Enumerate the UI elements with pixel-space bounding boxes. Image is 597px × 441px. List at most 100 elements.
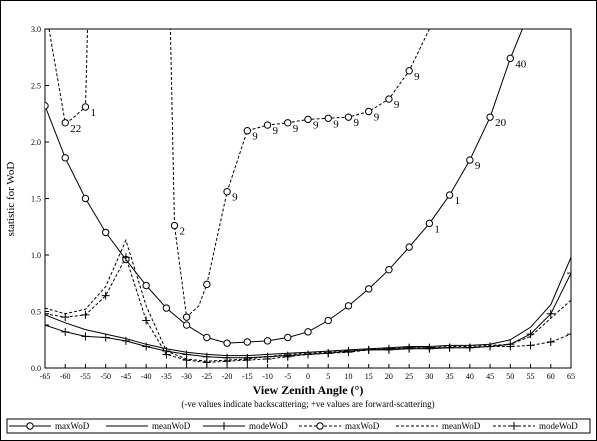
x-tick-label: 60 (547, 372, 555, 381)
data-point (506, 342, 515, 351)
x-tick-label: 15 (365, 372, 373, 381)
point-annotation: 2 (179, 226, 185, 238)
x-tick-label: -20 (222, 372, 233, 381)
data-point (45, 321, 49, 330)
x-tick-label: -60 (60, 372, 71, 381)
y-tick-label: 2.5 (31, 82, 41, 91)
legend-item: modeWoD (493, 421, 578, 431)
x-tick-label: -10 (262, 372, 273, 381)
data-point (142, 281, 150, 290)
x-tick-label: -5 (284, 372, 291, 381)
data-point (344, 348, 353, 357)
data-point (324, 349, 333, 358)
data-point (526, 341, 535, 350)
data-point (243, 338, 252, 346)
series-modeWoD-dashed (45, 253, 571, 367)
data-point (546, 309, 555, 318)
x-tick-label: 5 (326, 372, 330, 381)
data-point (101, 333, 110, 342)
data-point (510, 422, 518, 430)
data-point (284, 333, 292, 342)
data-point (220, 422, 228, 430)
x-tick-label: -25 (202, 372, 213, 381)
data-point (425, 343, 434, 352)
x-tick-label: -35 (161, 372, 172, 381)
data-point (203, 333, 211, 342)
y-tick-label: 1.0 (31, 251, 41, 260)
legend-label: meanWoD (442, 421, 481, 431)
data-point (263, 354, 272, 363)
data-point (344, 302, 353, 310)
data-point (162, 350, 171, 359)
series-line (45, 29, 523, 344)
data-point (61, 154, 69, 162)
legend-label: maxWoD (55, 421, 90, 431)
data-point (324, 316, 332, 325)
point-annotation: 9 (293, 123, 299, 135)
data-point (61, 313, 70, 322)
data-point (182, 356, 191, 365)
x-tick-label: 25 (405, 372, 413, 381)
legend: maxWoD meanWoD modeWoD maxWoD meanWoD modeWoD (6, 418, 591, 434)
data-point (385, 95, 393, 103)
data-point (170, 221, 179, 230)
data-point (182, 313, 191, 321)
series-line (48, 29, 430, 319)
point-annotation: 40 (515, 58, 527, 70)
data-point (203, 280, 211, 289)
series-line (45, 272, 571, 359)
data-point (182, 321, 191, 329)
legend-label: meanWoD (152, 421, 191, 431)
x-tick-label: 50 (506, 372, 514, 381)
legend-box (6, 418, 591, 434)
data-point (465, 343, 474, 352)
x-tick-label: -65 (40, 372, 51, 381)
x-tick-label: 65 (567, 372, 575, 381)
data-point (101, 291, 110, 300)
data-point (162, 304, 171, 312)
x-tick-label: 55 (527, 372, 535, 381)
point-annotation: 9 (232, 192, 238, 204)
x-tick-label: 20 (385, 372, 393, 381)
y-tick-label: 1.5 (31, 195, 41, 204)
point-annotation: 9 (394, 99, 400, 111)
y-axis-label: statistic for WoD (5, 162, 17, 237)
data-point (283, 352, 292, 361)
data-point (223, 188, 231, 196)
data-point (324, 114, 332, 122)
legend-label: maxWoD (345, 421, 380, 431)
point-annotation: 9 (252, 131, 258, 143)
series-line (45, 238, 571, 362)
data-point (385, 265, 393, 274)
data-point (45, 309, 49, 318)
x-tick-label: 35 (446, 372, 454, 381)
data-point (567, 269, 571, 278)
x-tick-label: -15 (242, 372, 253, 381)
data-point (567, 330, 571, 339)
point-annotation: 22 (70, 123, 81, 135)
data-point (364, 345, 373, 354)
point-annotation: 9 (374, 111, 380, 123)
legend-item: modeWoD (203, 421, 288, 431)
data-point (121, 253, 130, 262)
point-annotation: 1 (434, 223, 440, 235)
data-point (384, 344, 393, 353)
legend-item: maxWoD (299, 421, 380, 431)
data-point (101, 228, 110, 237)
data-point (344, 113, 353, 121)
data-point (304, 328, 312, 336)
data-point (61, 119, 69, 127)
data-point (445, 191, 454, 199)
series-modeWoD-solid (45, 269, 571, 362)
series-maxWoD-dashed (48, 29, 430, 321)
point-annotation: 9 (333, 118, 339, 130)
x-tick-label: 45 (486, 372, 494, 381)
data-point (26, 422, 34, 430)
data-point (284, 119, 292, 127)
data-point (81, 194, 90, 203)
legend-item: meanWoD (106, 421, 191, 431)
data-point (121, 336, 130, 345)
x-tick-label: 30 (425, 372, 433, 381)
